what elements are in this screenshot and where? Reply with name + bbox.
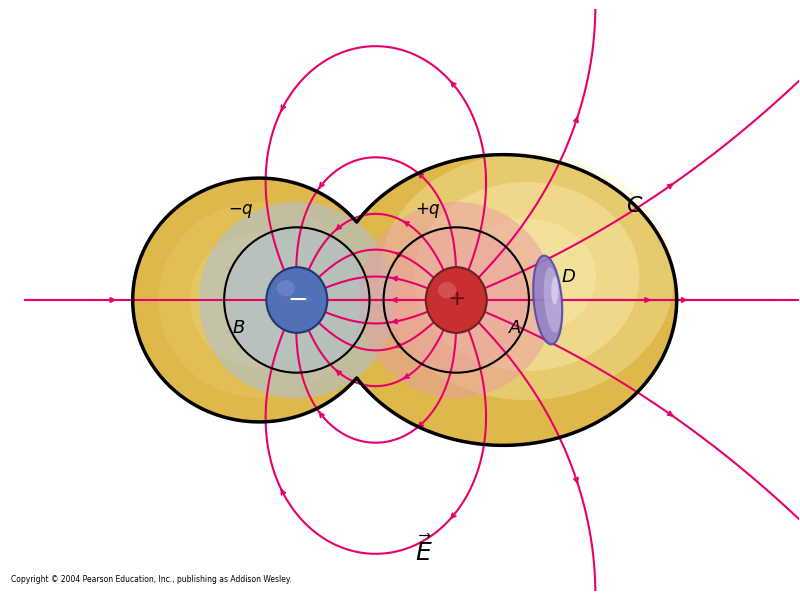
Ellipse shape (533, 256, 562, 344)
Text: $+q$: $+q$ (415, 201, 441, 220)
Ellipse shape (198, 202, 395, 398)
Text: $C$: $C$ (626, 196, 643, 216)
Text: $-q$: $-q$ (228, 202, 254, 220)
Ellipse shape (383, 227, 529, 373)
Ellipse shape (358, 202, 554, 398)
Text: Copyright © 2004 Pearson Education, Inc., publishing as Addison Wesley.: Copyright © 2004 Pearson Education, Inc.… (10, 575, 291, 584)
Text: $-$: $-$ (286, 287, 307, 311)
Ellipse shape (224, 227, 370, 373)
Text: $\vec{E}$: $\vec{E}$ (414, 536, 432, 566)
Ellipse shape (414, 182, 639, 371)
Ellipse shape (266, 267, 327, 333)
Text: $D$: $D$ (562, 268, 576, 286)
Ellipse shape (438, 282, 456, 298)
Ellipse shape (458, 218, 596, 335)
Ellipse shape (426, 267, 486, 333)
Ellipse shape (190, 233, 329, 367)
Text: $B$: $B$ (231, 319, 245, 337)
Text: $A$: $A$ (508, 319, 522, 337)
Ellipse shape (158, 202, 361, 398)
Ellipse shape (551, 277, 558, 305)
Ellipse shape (544, 267, 561, 333)
Ellipse shape (277, 280, 295, 296)
Polygon shape (133, 155, 677, 445)
Text: $+$: $+$ (447, 289, 466, 309)
Ellipse shape (379, 153, 674, 400)
